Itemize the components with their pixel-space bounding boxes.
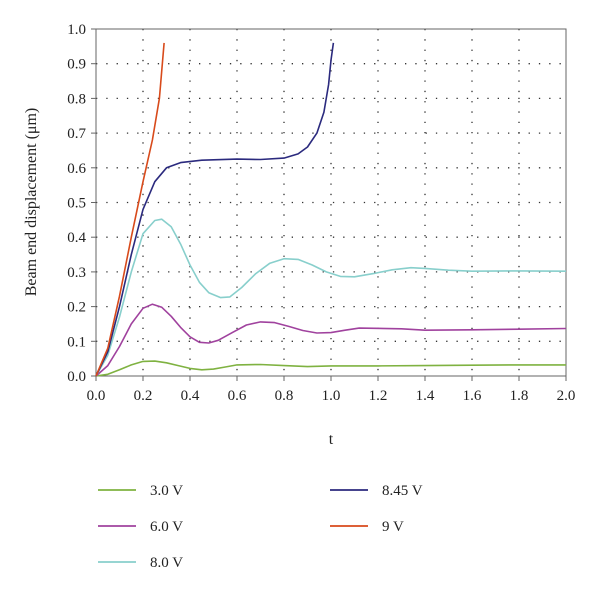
y-tick-label: 0.5 — [67, 196, 86, 212]
series-line-4 — [95, 42, 165, 377]
legend-label-3: 8.45 V — [382, 483, 423, 499]
series-line-2 — [95, 218, 567, 377]
x-tick-label: 1.0 — [322, 388, 341, 404]
x-axis-ticks: 0.0 0.2 0.4 0.6 0.8 1.0 1.2 1.4 1.6 1.8 2.0 — [87, 376, 576, 404]
series-lines — [95, 42, 567, 377]
legend-label-0: 3.0 V — [150, 483, 183, 499]
series-line-0 — [95, 360, 566, 377]
y-tick-label: 0.0 — [67, 369, 86, 385]
legend-label-2: 8.0 V — [150, 555, 183, 571]
y-tick-label: 0.1 — [67, 334, 86, 350]
y-tick-label: 0.7 — [67, 126, 86, 142]
x-axis-label: t — [329, 431, 334, 448]
legend: 3.0 V 6.0 V 8.0 V 8.45 V 9 V — [98, 483, 423, 571]
y-tick-label: 0.6 — [67, 161, 86, 177]
y-tick-label: 1.0 — [67, 22, 86, 38]
y-axis-label: Beam end displacement (μm) — [23, 108, 40, 297]
series-line-3 — [95, 42, 335, 377]
x-tick-label: 1.4 — [416, 388, 435, 404]
legend-label-4: 9 V — [382, 519, 404, 535]
y-tick-label: 0.2 — [67, 300, 86, 316]
x-tick-label: 1.2 — [369, 388, 388, 404]
x-tick-label: 1.8 — [510, 388, 529, 404]
x-tick-label: 0.2 — [134, 388, 153, 404]
y-tick-label: 0.3 — [67, 265, 86, 281]
x-tick-label: 0.0 — [87, 388, 106, 404]
grid — [96, 29, 566, 376]
y-tick-label: 0.4 — [67, 230, 86, 246]
y-tick-label: 0.9 — [67, 57, 86, 73]
x-tick-label: 0.8 — [275, 388, 294, 404]
y-axis-ticks: 0.0 0.1 0.2 0.3 0.4 0.5 0.6 0.7 0.8 0.9 1.0 — [67, 22, 96, 385]
x-tick-label: 2.0 — [557, 388, 576, 404]
series-line-1 — [95, 303, 567, 377]
x-tick-label: 0.4 — [181, 388, 200, 404]
legend-label-1: 6.0 V — [150, 519, 183, 535]
x-tick-label: 0.6 — [228, 388, 247, 404]
x-tick-label: 1.6 — [463, 388, 482, 404]
y-tick-label: 0.8 — [67, 91, 86, 107]
